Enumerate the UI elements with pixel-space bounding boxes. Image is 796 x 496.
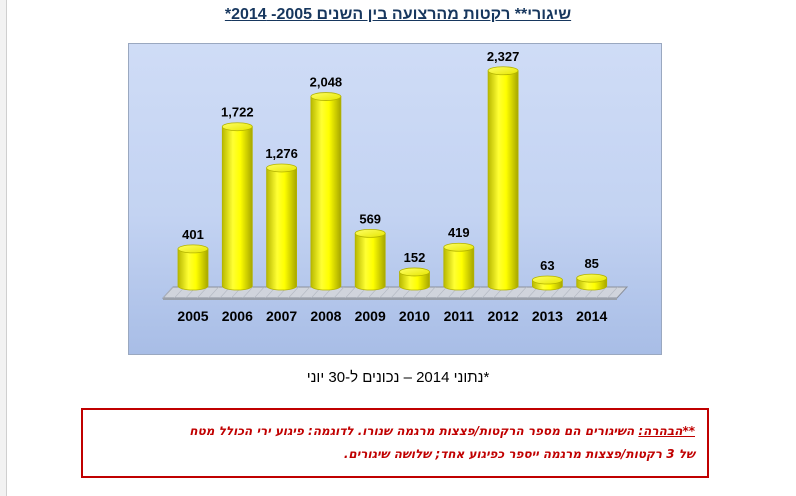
clarification-box: **הבהרה: השיגורים הם מספר הרקטות/פצצות מ… (81, 408, 709, 478)
clarification-line-1: **הבהרה: השיגורים הם מספר הרקטות/פצצות מ… (95, 420, 695, 443)
bar-2012 (487, 66, 519, 291)
bar-top (266, 163, 298, 173)
data-label: 2,048 (310, 75, 343, 90)
floor-hatch (390, 286, 402, 299)
bar-body (266, 167, 297, 291)
floor-hatch (470, 286, 482, 299)
bar-2008 (310, 92, 342, 291)
data-label: 401 (182, 227, 204, 242)
floor-hatch (253, 286, 265, 299)
data-label: 152 (404, 250, 426, 265)
bar-top (487, 66, 519, 76)
bar-chart: 401 2005 1,722 2006 1,276 2007 2,048 2008 569 200… (161, 49, 629, 324)
floor-hatch (196, 286, 208, 299)
floor-hatch (607, 286, 618, 299)
floor-hatch (162, 286, 174, 299)
chart-panel: 401 2005 1,722 2006 1,276 2007 2,048 2008 569 200… (128, 43, 662, 355)
bar-2007 (266, 163, 298, 291)
bar-top (531, 275, 563, 285)
bar-top (177, 244, 209, 254)
floor-hatch (379, 286, 390, 299)
x-tick-label: 2011 (444, 308, 475, 324)
bar-body (487, 70, 519, 291)
data-label: 419 (448, 225, 470, 240)
floor-hatch (561, 286, 573, 299)
bar-2013 (531, 275, 563, 291)
data-label: 1,722 (221, 105, 254, 120)
bar-top (443, 242, 475, 252)
floor-hatch (345, 286, 356, 299)
bar-2014 (576, 273, 608, 291)
bar-top (310, 92, 342, 101)
data-label: 2,327 (487, 49, 520, 64)
chart-floor-edge (163, 298, 617, 300)
x-tick-label: 2006 (222, 308, 253, 324)
bar-2006 (221, 122, 253, 291)
bar-2005 (177, 244, 209, 291)
floor-hatch (299, 286, 311, 299)
bar-body (310, 96, 342, 291)
x-tick-label: 2012 (488, 308, 519, 324)
clarification-text-1: השיגורים הם מספר הרקטות/פצצות מרגמה שנור… (189, 424, 639, 438)
floor-hatch (242, 286, 254, 299)
clarification-label: **הבהרה: (638, 424, 695, 438)
bar-2009 (354, 228, 386, 291)
x-tick-label: 2007 (266, 308, 297, 324)
data-label: 1,276 (265, 146, 298, 161)
bar-top (576, 273, 608, 283)
data-label: 63 (540, 258, 554, 273)
clarification-line-2: של 3 רקטות/פצצות מרגמה ייספר כפיגוע אחד;… (343, 447, 695, 461)
bar-2010 (399, 267, 430, 291)
chart-title: שיגורי** רקטות מהרצועה בין השנים 2005- 2… (224, 6, 572, 23)
floor-hatch (208, 286, 219, 299)
floor-hatch (333, 286, 345, 299)
floor-hatch (436, 286, 447, 299)
floor-hatch (288, 286, 299, 299)
page-edge (0, 0, 7, 496)
x-tick-label: 2014 (576, 308, 607, 324)
bar-body (354, 232, 386, 291)
x-tick-label: 2013 (532, 308, 563, 324)
floor-hatch (516, 286, 527, 299)
bar-body (221, 126, 253, 291)
x-tick-label: 2010 (399, 308, 430, 324)
data-label: 569 (359, 211, 381, 226)
floor-hatch (424, 286, 436, 299)
bar-body (443, 246, 475, 291)
x-tick-label: 2005 (177, 308, 208, 324)
bar-top (221, 122, 253, 132)
bar-top (354, 228, 386, 238)
floor-hatch (595, 286, 607, 299)
footnote: *נתוני 2014 – נכונים ל-30 יוני (306, 369, 490, 386)
data-label: 85 (584, 256, 598, 271)
bar-2011 (443, 242, 475, 291)
x-tick-label: 2009 (355, 308, 386, 324)
bar-top (399, 267, 430, 277)
bar-body (399, 271, 430, 291)
bar-body (177, 248, 209, 291)
x-tick-label: 2008 (310, 308, 341, 324)
floor-hatch (481, 286, 493, 299)
